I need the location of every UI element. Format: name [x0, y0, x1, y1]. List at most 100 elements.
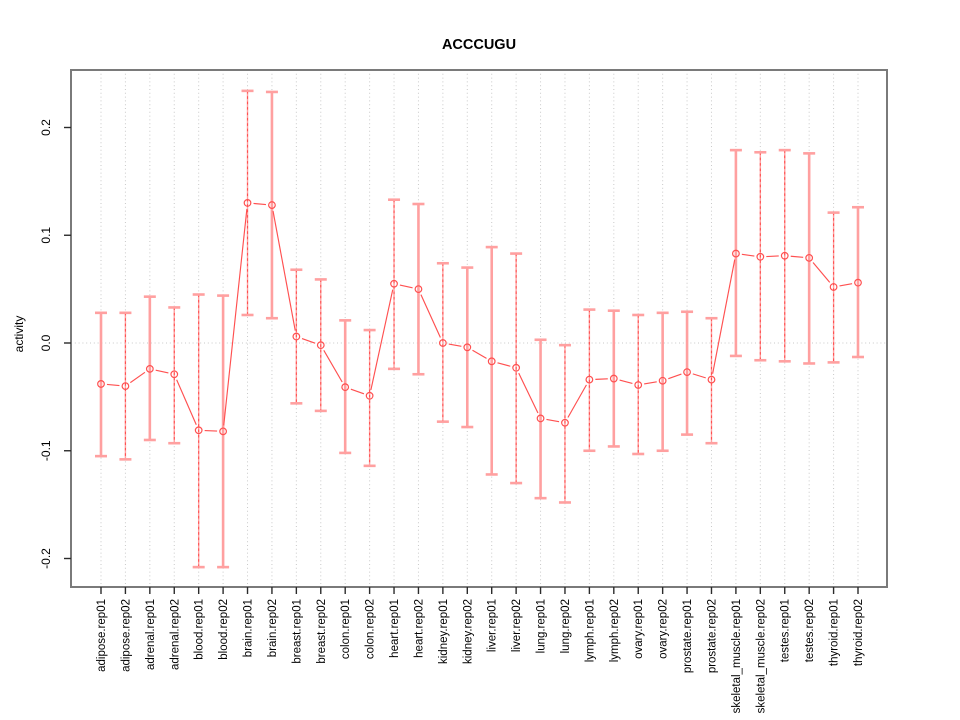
x-category-label: breast.rep02	[316, 599, 328, 664]
y-tick-label: -0.2	[39, 548, 53, 569]
x-category-label: lymph.rep02	[609, 599, 621, 662]
x-category-label: prostate.rep02	[706, 599, 718, 673]
series-line-segment	[155, 369, 169, 374]
x-category-label: liver.rep02	[511, 599, 523, 652]
series-line-segment	[253, 202, 267, 206]
x-category-label: colon.rep02	[365, 599, 377, 659]
data-point-marker	[414, 285, 423, 294]
series-line-segment	[448, 343, 462, 347]
x-category-label: thyroid.rep01	[829, 599, 841, 666]
data-point-marker	[463, 343, 472, 352]
data-point-marker	[536, 414, 545, 423]
series-line-segment	[420, 294, 441, 338]
x-category-label: adipose.rep02	[120, 599, 132, 672]
series-line-segment	[272, 210, 296, 331]
series-line-segment	[790, 255, 804, 258]
series-line-segment	[595, 378, 608, 380]
series-line-segment	[129, 371, 146, 384]
y-axis-title: activity	[12, 316, 26, 353]
data-point-marker	[243, 199, 252, 207]
x-category-label: breast.rep01	[291, 599, 303, 664]
data-point-marker	[97, 380, 105, 388]
data-point-marker	[780, 251, 789, 260]
data-point-marker	[585, 375, 594, 384]
data-point-marker	[487, 357, 496, 366]
x-category-label: liver.rep01	[487, 599, 499, 652]
data-point-marker	[805, 253, 814, 262]
x-category-label: prostate.rep01	[682, 599, 694, 673]
series-line-segment	[668, 373, 682, 380]
x-category-label: brain.rep02	[267, 599, 279, 657]
data-point-marker	[609, 374, 618, 383]
x-category-label: testes.rep02	[804, 599, 816, 662]
data-point-marker	[292, 332, 301, 341]
plot-frame	[70, 69, 888, 588]
x-category-label: thyroid.rep02	[853, 599, 865, 666]
x-category-label: lung.rep01	[536, 599, 548, 653]
x-category-label: blood.rep02	[218, 599, 230, 660]
series-line-segment	[766, 255, 779, 258]
data-point-marker	[854, 278, 862, 287]
x-category-label: lymph.rep01	[584, 599, 596, 662]
series-line-segment	[223, 208, 248, 426]
series-line-segment	[644, 381, 657, 385]
data-point-marker	[658, 376, 667, 385]
series-line-segment	[472, 349, 487, 359]
data-point-marker	[365, 391, 374, 400]
y-tick-label: 0.0	[39, 334, 53, 351]
series-line-segment	[106, 383, 120, 387]
data-point-marker	[512, 363, 521, 372]
data-point-marker	[756, 252, 765, 261]
x-category-label: testes.rep01	[780, 599, 792, 662]
data-point-marker	[561, 418, 569, 427]
data-point-marker	[194, 426, 203, 435]
series-line-segment	[370, 289, 394, 391]
series-line-segment	[712, 259, 736, 374]
series-line-segment	[301, 337, 316, 344]
series-line-segment	[692, 373, 706, 379]
series-line-segment	[812, 262, 831, 283]
data-point-marker	[707, 375, 716, 384]
x-category-label: adipose.rep01	[96, 599, 108, 672]
x-category-label: adrenal.rep01	[145, 599, 157, 670]
series-line-segment	[567, 384, 587, 418]
chart-title: ACCCUGU	[442, 37, 516, 53]
series-line-segment	[323, 350, 343, 383]
data-point-marker	[390, 279, 398, 288]
series-line-segment	[399, 284, 413, 289]
series-line-segment	[497, 362, 511, 367]
data-point-marker	[683, 368, 691, 376]
data-point-marker	[268, 201, 276, 209]
series-line-segment	[204, 429, 218, 432]
data-point-marker	[170, 370, 179, 379]
x-category-label: skeletal_muscle.rep02	[755, 599, 767, 713]
y-tick-label: 0.2	[39, 119, 53, 136]
series-line-segment	[619, 379, 633, 385]
data-point-marker	[732, 249, 740, 258]
x-category-label: adrenal.rep02	[169, 599, 181, 670]
series-line-segment	[839, 283, 853, 287]
x-category-label: ovary.rep02	[658, 599, 670, 659]
x-category-label: heart.rep01	[389, 599, 401, 658]
x-category-label: lung.rep02	[560, 599, 572, 653]
series-line-segment	[176, 379, 197, 426]
data-point-marker	[316, 341, 325, 350]
y-tick-label: -0.1	[39, 440, 53, 461]
series-line-segment	[741, 253, 755, 257]
y-tick-label: 0.1	[39, 227, 53, 244]
data-point-marker	[145, 364, 154, 373]
x-category-label: ovary.rep01	[633, 599, 645, 659]
data-point-marker	[438, 339, 447, 347]
x-category-label: kidney.rep02	[462, 599, 474, 664]
data-point-marker	[121, 382, 130, 391]
x-category-label: heart.rep02	[413, 599, 425, 658]
x-category-label: skeletal_muscle.rep01	[731, 599, 743, 713]
series-line-segment	[546, 418, 560, 423]
data-point-marker	[829, 283, 838, 291]
x-category-label: blood.rep01	[194, 599, 206, 660]
series-line-segment	[518, 372, 539, 414]
x-category-label: kidney.rep01	[438, 599, 450, 664]
data-point-marker	[634, 381, 643, 389]
